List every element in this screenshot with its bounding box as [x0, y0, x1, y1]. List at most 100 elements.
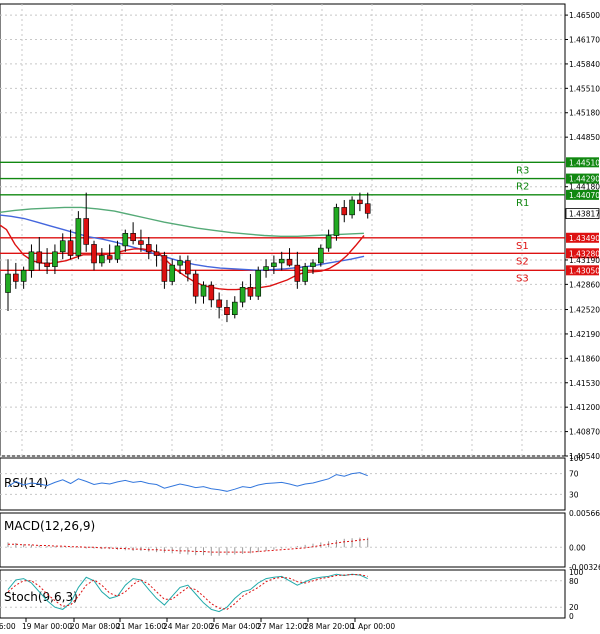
candle-body [263, 266, 269, 271]
stoch-signal-line [7, 574, 368, 610]
ma-slow-line [0, 207, 364, 236]
candle-body [224, 307, 230, 316]
candle-body [75, 218, 82, 256]
time-tick-label: 21 Mar 16:00 [116, 622, 166, 631]
macd-tick-label: -0.003261 [569, 563, 600, 572]
time-tick-label: 26 Mar 04:00 [210, 622, 260, 631]
candle-body [52, 251, 58, 267]
price-tick-label: 1.44850 [569, 133, 600, 142]
candle-body [138, 240, 144, 245]
time-tick-label: 24 Mar 20:00 [163, 622, 213, 631]
candle-body [161, 255, 168, 282]
candle-body [357, 199, 363, 205]
price-tick-label: 1.45840 [569, 60, 600, 69]
candle-body [317, 247, 324, 264]
level-name-r1: R1 [516, 198, 529, 209]
price-tick-label: 1.41860 [569, 354, 600, 363]
level-name-s3: S3 [516, 273, 529, 284]
candle-body [278, 258, 285, 264]
candle-body [247, 287, 254, 297]
price-tick-label: 1.41200 [569, 403, 600, 412]
candle-body [59, 240, 66, 253]
price-tick-label: 1.43190 [569, 256, 600, 265]
candle-body [294, 264, 301, 282]
stoch-title: Stoch(9,6,3) [4, 590, 78, 604]
candle-body [341, 207, 348, 216]
candle-body [153, 251, 160, 256]
price-panel: R3 1.44510 R2 1.44290 R1 1.44070 S1 1.43490 S2 1.… [0, 3, 600, 461]
candle-body [255, 270, 262, 297]
stoch-tick-label: 100 [569, 568, 584, 577]
price-tick-label: 1.40870 [569, 428, 600, 437]
macd-title: MACD(12,26,9) [4, 519, 95, 533]
candle-body [310, 262, 316, 267]
time-tick-label: 28 Mar 20:00 [304, 622, 354, 631]
rsi-panel: RSI(14) 100 70 30 [0, 454, 584, 511]
level-tag-r3 [566, 157, 599, 168]
candlesticks [5, 192, 371, 323]
level-tag-s1 [566, 232, 599, 243]
current-price-tag [565, 208, 600, 219]
level-tag-s3 [566, 265, 599, 276]
candle-body [177, 260, 183, 266]
candle-body [271, 262, 277, 267]
candle-body [122, 233, 129, 247]
candle-body [114, 245, 121, 260]
time-tick-label: 19 Mar 00:00 [22, 622, 72, 631]
macd-panel-frame [0, 512, 566, 568]
candle-body [192, 273, 199, 297]
price-tick-label: 1.42520 [569, 306, 600, 315]
candle-body [5, 273, 11, 293]
time-tick-label: 16:00 [0, 622, 16, 631]
candle-body [200, 284, 207, 297]
current-price-label: 1.43817 [569, 210, 600, 219]
candle-body [302, 266, 308, 282]
level-tag-r1 [566, 189, 599, 200]
candle-body [91, 244, 97, 264]
macd-panel: MACD(12,26,9) 0.005666 0.00 -0.003261 [0, 509, 600, 572]
level-tag-label-s2: 1.43280 [569, 249, 600, 258]
stoch-panel-frame [0, 569, 566, 619]
price-tick-label: 1.42860 [569, 280, 600, 289]
rsi-content: 100 70 30 [0, 454, 584, 499]
stoch-tick-label: 20 [569, 603, 579, 612]
candle-body [130, 233, 136, 242]
candle-body [231, 301, 238, 316]
price-tick-label: 1.45180 [569, 109, 600, 118]
price-tick-label: 1.40540 [569, 452, 600, 461]
price-tick-label: 1.41530 [569, 379, 600, 388]
price-axis: 1.46500 1.46170 1.45840 1.45510 1.45180 1.448… [565, 11, 600, 461]
price-tick-label: 1.46500 [569, 11, 600, 20]
candle-body [106, 255, 113, 260]
macd-content: 0.005666 0.00 -0.003261 [0, 509, 600, 572]
price-panel-frame [0, 3, 566, 457]
time-tick-label: 1 Apr 00:00 [351, 622, 395, 631]
level-tag-label-r3: 1.44510 [569, 158, 600, 167]
level-name-s2: S2 [516, 256, 529, 267]
level-tag-r2 [566, 173, 599, 184]
rsi-panel-frame [0, 457, 566, 511]
level-name-r2: R2 [516, 182, 529, 193]
candle-body [216, 299, 222, 308]
level-tag-label-r2: 1.44290 [569, 175, 600, 184]
price-tick-label: 1.45510 [569, 84, 600, 93]
rsi-line [7, 472, 368, 492]
rsi-tick-label: 100 [569, 454, 584, 463]
candle-body [169, 264, 176, 282]
candle-body [239, 287, 246, 303]
level-tag-label-s3: 1.43050 [569, 266, 600, 275]
level-name-s1: S1 [516, 241, 529, 252]
candle-body [13, 273, 19, 282]
rsi-tick-label: 70 [569, 470, 579, 479]
candle-body [364, 203, 371, 214]
candle-body [286, 258, 293, 266]
level-name-r3: R3 [516, 165, 529, 176]
candle-body [44, 262, 50, 267]
candle-body [333, 207, 340, 236]
candle-body [145, 244, 152, 253]
candle-body [20, 270, 27, 282]
rsi-title: RSI(14) [4, 476, 48, 490]
time-tick-label: 27 Mar 12:00 [257, 622, 307, 631]
